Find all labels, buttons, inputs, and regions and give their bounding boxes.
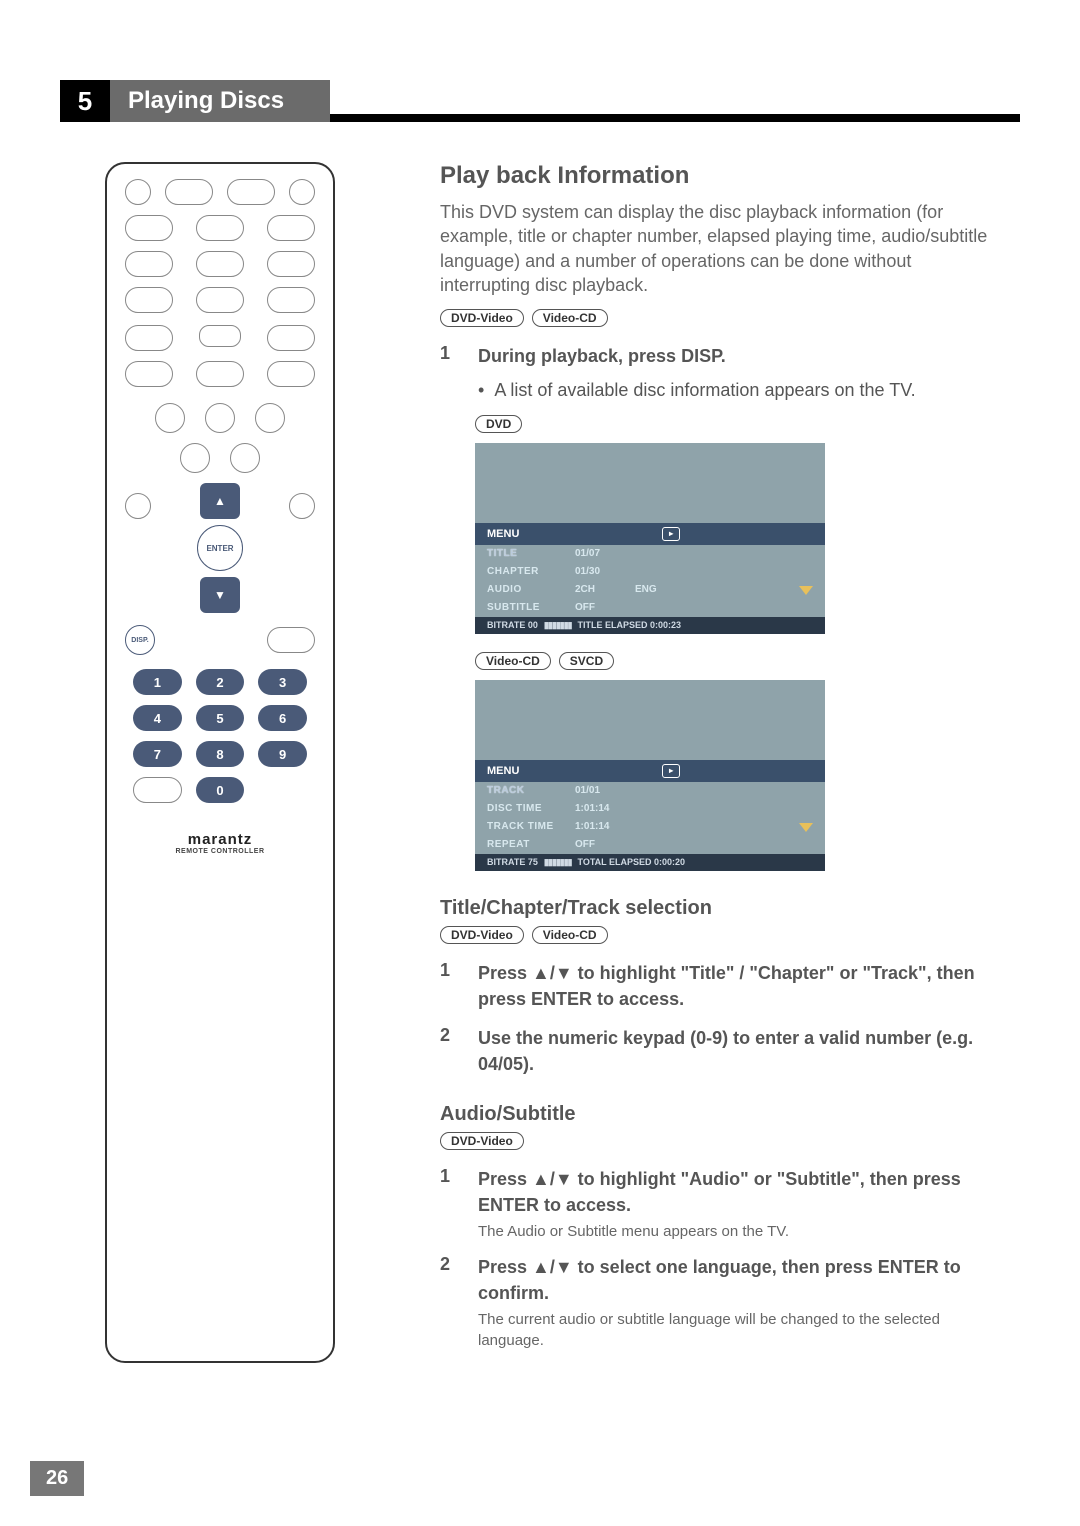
num-8: 8	[196, 741, 245, 767]
step-number: 1	[440, 960, 460, 1012]
arrow-down-icon: ▼	[200, 577, 240, 613]
numeric-keypad: 1 2 3 4 5 6 7 8 9 0	[133, 669, 307, 803]
num-4: 4	[133, 705, 182, 731]
num-0: 0	[196, 777, 245, 803]
pill-dvd-video-2: DVD-Video	[440, 926, 524, 944]
bullet-icon: •	[478, 377, 484, 403]
num-1: 1	[133, 669, 182, 695]
audio-subtitle-heading: Audio/Subtitle	[440, 1103, 1000, 1126]
as-step1-note: The Audio or Subtitle menu appears on th…	[478, 1222, 1000, 1242]
chapter-number: 5	[60, 80, 110, 122]
num-6: 6	[258, 705, 307, 731]
num-blank	[133, 777, 182, 803]
page-header: 5 Playing Discs	[60, 80, 1020, 122]
num-2: 2	[196, 669, 245, 695]
playback-desc: This DVD system can display the disc pla…	[440, 200, 1000, 297]
brand-logo: marantz	[125, 831, 315, 848]
down-arrow-icon	[799, 586, 813, 595]
play-icon: ▸	[662, 764, 680, 778]
step-number: 2	[440, 1025, 460, 1077]
num-9: 9	[258, 741, 307, 767]
playback-heading: Play back Information	[440, 162, 1000, 190]
brand-subtitle: REMOTE CONTROLLER	[125, 848, 315, 855]
step-number: 1	[440, 343, 460, 403]
osd-menu-label: MENU	[487, 529, 519, 540]
chapter-title: Playing Discs	[110, 80, 330, 122]
pill-dvd-video-3: DVD-Video	[440, 1132, 524, 1150]
num-7: 7	[133, 741, 182, 767]
step-1-bullet: A list of available disc information app…	[494, 377, 915, 403]
osd-menu-label-2: MENU	[487, 766, 519, 777]
as-step2: Press ▲/▼ to select one language, then p…	[478, 1257, 961, 1303]
tc-step1: Press ▲/▼ to highlight "Title" / "Chapte…	[478, 963, 975, 1009]
pill-svcd: SVCD	[559, 652, 614, 670]
page-number: 26	[30, 1461, 84, 1496]
tc-step2: Use the numeric keypad (0-9) to enter a …	[478, 1028, 973, 1074]
down-arrow-icon	[799, 823, 813, 832]
as-step1: Press ▲/▼ to highlight "Audio" or "Subti…	[478, 1169, 961, 1215]
title-chapter-heading: Title/Chapter/Track selection	[440, 897, 1000, 920]
disp-button: DISP.	[125, 625, 155, 655]
pill-dvd: DVD	[475, 415, 522, 433]
play-icon: ▸	[662, 527, 680, 541]
remote-diagram: ▲ ENTER ▼ DISP. 1 2 3 4 5 6 7	[105, 162, 335, 1363]
dvd-osd: MENU▸ TITLE01/07 CHAPTER01/30 AUDIO2CHEN…	[475, 443, 825, 634]
num-3: 3	[258, 669, 307, 695]
header-rule	[330, 114, 1020, 122]
dpad: ▲ ENTER ▼	[155, 483, 285, 613]
step-1-text: During playback, press DISP.	[478, 346, 726, 366]
pill-video-cd: Video-CD	[532, 309, 608, 327]
as-step2-note: The current audio or subtitle language w…	[478, 1310, 1000, 1351]
vcd-osd: MENU▸ TRACK01/01 DISC TIME1:01:14 TRACK …	[475, 680, 825, 871]
arrow-up-icon: ▲	[200, 483, 240, 519]
pill-dvd-video: DVD-Video	[440, 309, 524, 327]
enter-button: ENTER	[197, 525, 243, 571]
step-number: 2	[440, 1254, 460, 1351]
pill-video-cd-3: Video-CD	[532, 926, 608, 944]
step-number: 1	[440, 1166, 460, 1242]
num-5: 5	[196, 705, 245, 731]
pill-video-cd-2: Video-CD	[475, 652, 551, 670]
